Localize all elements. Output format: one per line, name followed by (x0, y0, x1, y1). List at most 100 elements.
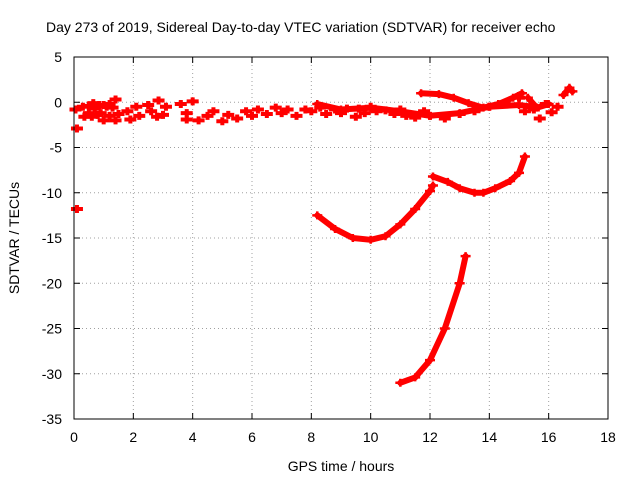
data-point (514, 168, 524, 177)
y-axis-title: SDTVAR / TECUs (6, 182, 22, 294)
data-point (478, 188, 489, 197)
data-point (109, 95, 122, 104)
data-point (469, 188, 480, 197)
data-point (490, 184, 501, 193)
data-point (260, 110, 273, 119)
data-point (425, 356, 435, 365)
data-point (454, 279, 465, 288)
x-tick-label: 10 (363, 429, 379, 445)
data-point (192, 116, 205, 125)
y-tick-label: -30 (42, 366, 62, 382)
data-point (336, 105, 346, 114)
y-tick-label: -20 (42, 275, 62, 291)
data-point (365, 235, 376, 244)
data-point (207, 107, 220, 116)
y-tick-label: 0 (54, 94, 62, 110)
data-point (186, 97, 199, 106)
data-point (493, 100, 504, 109)
data-point (454, 184, 465, 193)
data-point (106, 103, 119, 112)
axis-ticks: 0 2 4 6 8 10 12 14 16 18 5 0 -5 -10 -15 -20 -25 -30 -35 (42, 49, 616, 445)
data-point (508, 93, 519, 102)
data-point (531, 103, 542, 112)
series (312, 181, 438, 244)
data-point (425, 111, 435, 120)
x-tick-label: 14 (482, 429, 498, 445)
y-tick-label: -5 (50, 140, 63, 156)
data-point (478, 103, 489, 112)
x-tick-label: 0 (70, 429, 78, 445)
data-point (533, 114, 546, 123)
x-tick-label: 4 (189, 429, 197, 445)
data-point (425, 186, 435, 195)
data-point (70, 124, 83, 133)
series (522, 93, 554, 112)
data-point (410, 205, 421, 214)
data-point (216, 117, 229, 126)
x-axis-title: GPS time / hours (288, 458, 395, 474)
data-point (180, 115, 193, 124)
data-point (347, 234, 358, 242)
series-line (430, 153, 528, 196)
x-tick-label: 16 (541, 429, 557, 445)
data-point (142, 100, 155, 109)
data-point (69, 105, 82, 114)
data-point (516, 89, 527, 98)
data-point (231, 114, 244, 123)
data-point (463, 99, 474, 108)
series (558, 83, 578, 100)
data-point (439, 324, 450, 333)
data-point (395, 107, 406, 116)
data-point (269, 103, 282, 112)
data-point (567, 87, 578, 96)
data-point (505, 176, 516, 185)
data-point (130, 102, 143, 111)
data-point (442, 177, 453, 186)
x-tick-label: 12 (422, 429, 438, 445)
data-point (519, 152, 530, 161)
data-series-layer (69, 83, 578, 387)
series (69, 105, 83, 214)
data-point (349, 112, 362, 121)
data-point (312, 100, 323, 109)
data-point (145, 107, 158, 116)
data-point (522, 93, 533, 102)
data-point (124, 115, 137, 124)
data-point (246, 111, 258, 120)
data-point (543, 100, 554, 109)
y-tick-label: -10 (42, 185, 62, 201)
x-tick-label: 2 (129, 429, 137, 445)
x-tick-label: 8 (307, 429, 315, 445)
data-point (305, 107, 318, 116)
series-line (397, 253, 469, 386)
data-point (159, 102, 172, 111)
data-point (157, 110, 169, 119)
data-point (312, 211, 323, 220)
data-point (330, 224, 341, 233)
data-point (427, 181, 438, 190)
data-point (416, 89, 427, 98)
data-point (558, 91, 569, 100)
chart-title: Day 273 of 2019, Sidereal Day-to-day VTE… (46, 19, 556, 35)
data-point (410, 373, 421, 382)
data-point (121, 107, 134, 116)
data-point (112, 110, 125, 119)
data-point (448, 93, 459, 102)
data-point (109, 116, 122, 125)
series (427, 152, 530, 197)
data-point (133, 111, 146, 120)
series (395, 252, 471, 387)
data-point (454, 109, 465, 118)
x-tick-label: 18 (600, 429, 616, 445)
data-point (174, 100, 187, 109)
data-point (551, 102, 564, 111)
data-point (545, 108, 558, 117)
data-point (427, 172, 438, 181)
y-tick-label: -25 (42, 321, 62, 337)
series (121, 96, 172, 124)
y-tick-label: -15 (42, 230, 62, 246)
data-point (395, 220, 406, 229)
data-point (251, 105, 264, 114)
series (76, 95, 125, 125)
